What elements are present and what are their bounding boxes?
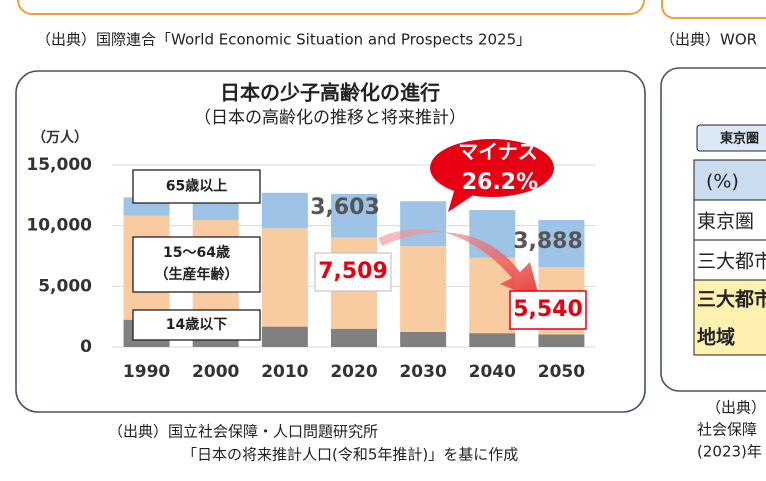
legend-sublabel: （生産年齢） (155, 266, 239, 283)
x-tick-label: 2020 (330, 362, 377, 382)
chart-source: （出典）国立社会保障・人口問題研究所 (108, 423, 378, 441)
value-label-box (509, 290, 587, 330)
callout (430, 139, 554, 197)
chart-title: 日本の少子高齢化の進行 (220, 81, 440, 105)
bar-segment (400, 246, 447, 332)
right-source: （出典） (706, 399, 766, 417)
y-tick-label: 10,000 (26, 216, 92, 236)
value-label: 5,540 (513, 297, 583, 322)
legend-label: 65歳以上 (166, 178, 227, 195)
bar-segment (400, 201, 447, 247)
table-cell (693, 199, 766, 241)
tab (696, 124, 766, 152)
y-tick-label: 15,000 (26, 155, 92, 175)
legend-box (132, 169, 261, 204)
x-tick-label: 2040 (469, 362, 516, 382)
bar-segment (469, 333, 516, 347)
bar-segment (400, 331, 447, 347)
y-tick-label: 5,000 (38, 276, 92, 296)
legend-box (132, 236, 261, 293)
top-box (17, 0, 645, 15)
legend-box (132, 309, 261, 341)
bar-segment (261, 326, 308, 347)
legend-label: 14歳以下 (166, 316, 227, 333)
table-text: 三大都市 (697, 251, 766, 273)
y-tick-label: 0 (80, 337, 92, 357)
annotation: 26.2% (462, 170, 538, 195)
x-tick-label: 2030 (399, 362, 446, 382)
tab-label: 東京圏 (720, 131, 759, 147)
source-right: （出典）WOR (660, 31, 757, 49)
source-left: （出典）国際連合「World Economic Situation and Pr… (36, 31, 531, 49)
chart-subtitle: （日本の高齢化の推移と将来推計） (194, 108, 466, 128)
table-text: 地域 (697, 326, 735, 349)
value-label: 7,509 (318, 259, 388, 284)
table-text: 東京圏 (697, 211, 754, 233)
value-label: 3,603 (310, 195, 380, 220)
bar-segment (538, 219, 585, 268)
top-box-right (661, 0, 766, 19)
table-cell (693, 239, 766, 281)
x-tick-label: 2000 (192, 362, 239, 382)
right-source: 社会保障 (697, 421, 757, 439)
legend: 14歳以下 15～64歳 （生産年齢） 65歳以上 (132, 169, 261, 341)
annotation: マイナス (458, 140, 538, 164)
right-source: (2023)年 (697, 443, 762, 461)
x-tick-label: 2050 (538, 362, 585, 382)
table-text: (%) (706, 171, 739, 193)
table-text: 三大都市 (697, 288, 766, 311)
x-tick-label: 2010 (261, 362, 308, 382)
chart-source: 「日本の将来推計人口(令和5年推計)」を基に作成 (182, 446, 518, 464)
x-tick-label: 1990 (123, 362, 170, 382)
bar-segment (331, 193, 377, 238)
value-label-box (314, 252, 392, 292)
legend-label: 15～64歳 (163, 244, 230, 261)
bar-segment (331, 328, 377, 347)
y-unit: （万人） (32, 129, 88, 146)
bar-segment (538, 334, 585, 347)
bar-segment (261, 228, 308, 327)
table-cell (693, 279, 766, 356)
table-cell (693, 159, 766, 201)
value-label: 3,888 (513, 229, 583, 254)
bar-segment (261, 192, 308, 229)
